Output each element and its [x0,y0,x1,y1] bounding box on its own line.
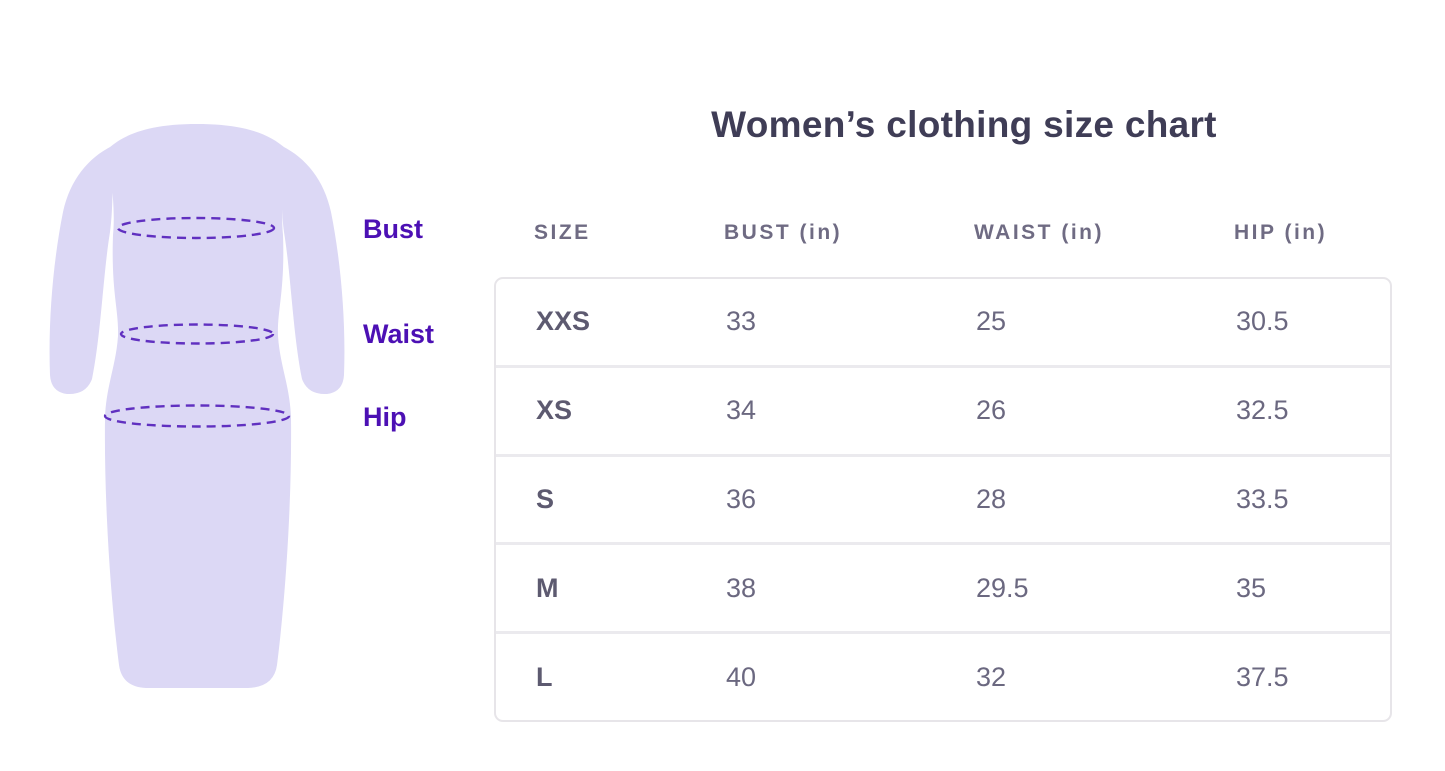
waist-cell: 28 [976,483,1007,514]
bust-cell: 36 [726,483,757,514]
bust-cell: 33 [726,306,757,337]
hip-measure-line [103,404,291,428]
table-row-l: L 40 32 37.5 [496,631,1390,720]
hip-cell: 37.5 [1236,661,1289,692]
hip-cell: 32.5 [1236,395,1289,426]
hip-label: Hip [363,402,407,432]
dress-right-sleeve [281,146,345,395]
waist-cell: 32 [976,661,1007,692]
size-table: XXS 33 25 30.5 XS 34 26 32.5 S 36 28 33.… [494,277,1392,722]
bust-cell: 38 [726,572,757,603]
bust-measure-line [116,216,276,240]
dress-illustration: Bust Waist Hip [0,0,480,771]
column-header-waist: WAIST (in) [974,221,1104,244]
bust-cell: 40 [726,661,757,692]
table-row-s: S 36 28 33.5 [496,453,1390,543]
waist-label: Waist [363,319,435,349]
table-row-m: M 38 29.5 35 [496,542,1390,631]
waist-cell: 26 [976,395,1007,426]
page-title: Women’s clothing size chart [711,104,1217,145]
hip-cell: 30.5 [1236,306,1289,337]
bust-cell: 34 [726,395,757,426]
size-cell: XS [536,395,573,426]
dress-left-sleeve [49,146,113,395]
column-header-size: SIZE [534,221,591,244]
size-cell: S [536,483,555,514]
column-header-bust: BUST (in) [724,221,843,244]
dress-torso [104,124,292,688]
table-row-xs: XS 34 26 32.5 [496,364,1390,454]
size-cell: XXS [536,306,591,337]
table-row-xxs: XXS 33 25 30.5 [496,279,1390,365]
column-header-hip: HIP (in) [1234,221,1328,244]
table-header: SIZE BUST (in) WAIST (in) HIP (in) [494,221,1392,245]
dress-figure-svg [49,124,345,688]
waist-cell: 29.5 [976,572,1029,603]
bust-label: Bust [363,214,423,244]
waist-cell: 25 [976,306,1007,337]
waist-measure-line [119,323,275,345]
hip-cell: 33.5 [1236,483,1289,514]
size-cell: M [536,572,559,603]
size-cell: L [536,661,553,692]
hip-cell: 35 [1236,572,1267,603]
